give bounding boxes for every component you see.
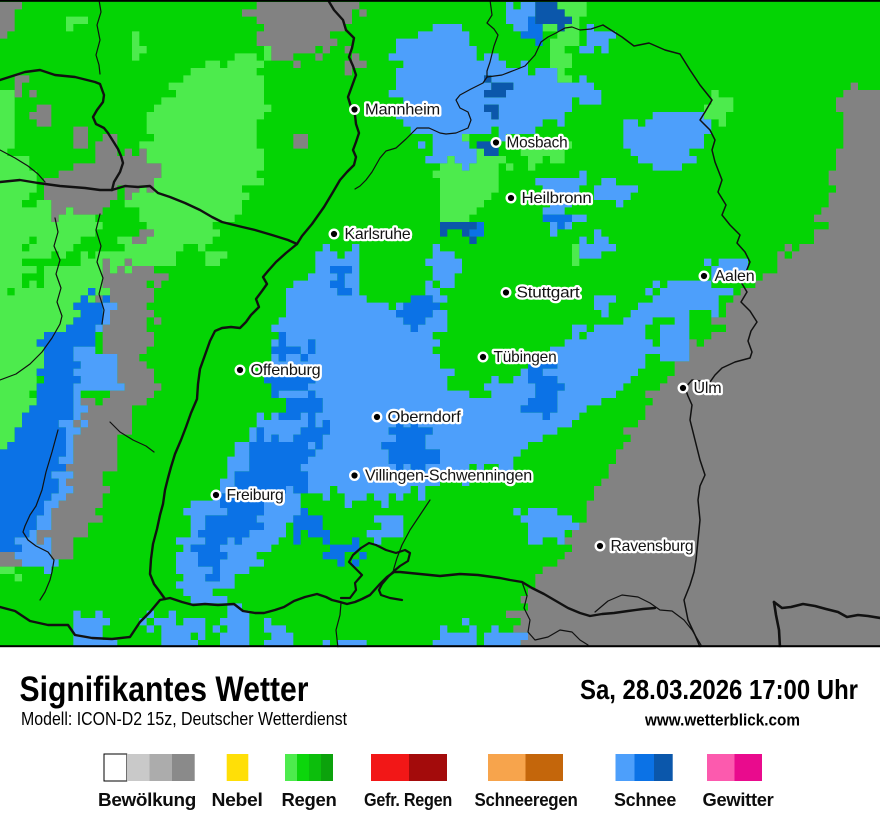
- svg-text:Schnee: Schnee: [614, 790, 676, 810]
- svg-text:Sa, 28.03.2026 17:00 Uhr: Sa, 28.03.2026 17:00 Uhr: [580, 674, 858, 705]
- svg-text:Heilbronn: Heilbronn: [522, 190, 592, 207]
- svg-text:Gewitter: Gewitter: [703, 790, 774, 810]
- svg-text:Ulm: Ulm: [694, 380, 722, 397]
- svg-text:Aalen: Aalen: [715, 268, 755, 285]
- svg-text:Modell: ICON-D2 15z, Deutscher: Modell: ICON-D2 15z, Deutscher Wetterdie…: [21, 708, 347, 729]
- svg-text:Bewölkung: Bewölkung: [98, 790, 196, 810]
- svg-text:Gefr. Regen: Gefr. Regen: [364, 790, 452, 810]
- svg-text:Tübingen: Tübingen: [494, 349, 557, 366]
- svg-text:Oberndorf: Oberndorf: [388, 409, 462, 426]
- svg-text:Mannheim: Mannheim: [365, 102, 440, 119]
- svg-text:Stuttgart: Stuttgart: [517, 285, 581, 302]
- svg-text:Karlsruhe: Karlsruhe: [345, 226, 411, 243]
- svg-text:Villingen-Schwenningen: Villingen-Schwenningen: [365, 468, 532, 485]
- svg-text:www.wetterblick.com: www.wetterblick.com: [644, 712, 800, 730]
- svg-text:Nebel: Nebel: [212, 790, 263, 810]
- svg-text:Freiburg: Freiburg: [227, 487, 284, 504]
- svg-text:Ravensburg: Ravensburg: [611, 538, 694, 555]
- svg-text:Schneeregen: Schneeregen: [475, 790, 578, 810]
- svg-text:Offenburg: Offenburg: [251, 362, 321, 379]
- svg-text:Signifikantes Wetter: Signifikantes Wetter: [20, 670, 309, 709]
- svg-text:Mosbach: Mosbach: [507, 135, 568, 152]
- svg-text:Regen: Regen: [282, 790, 337, 810]
